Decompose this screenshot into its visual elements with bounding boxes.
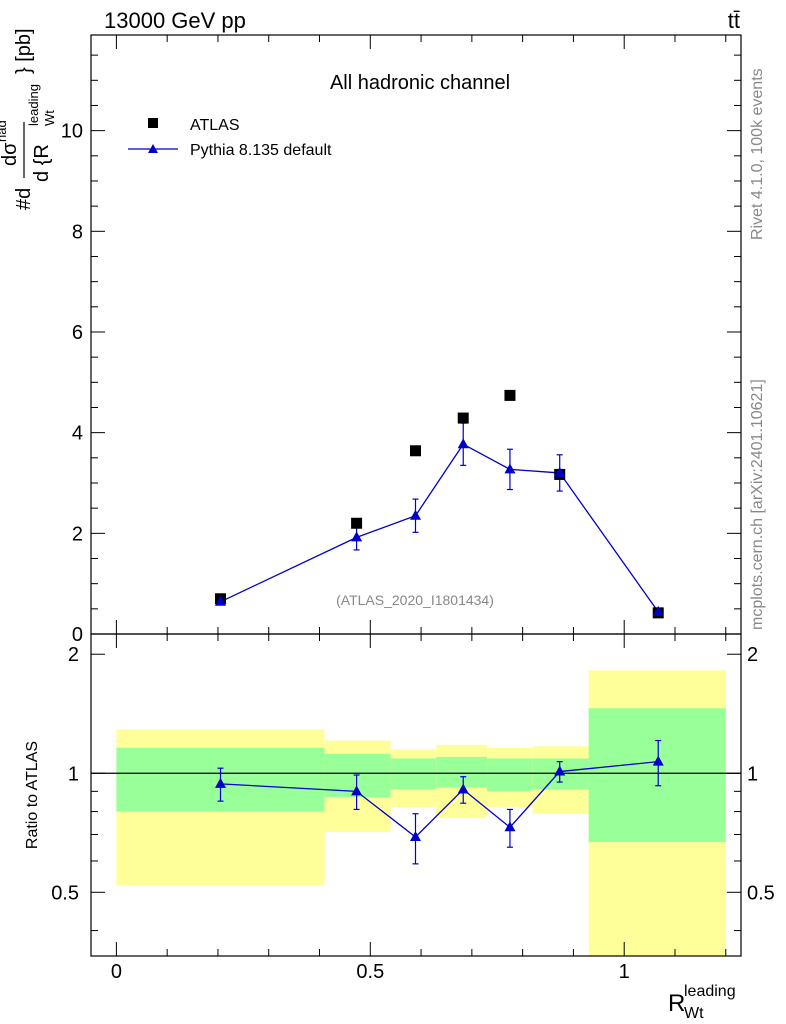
ratio-ytick-label-left: 2 [68,644,79,666]
pythia-point [214,595,226,606]
pythia-point [409,509,421,520]
main-ytick-label: 6 [72,322,83,344]
main-title: All hadronic channel [330,72,510,94]
rivet-version-text: Rivet 4.1.0, 100k events [749,68,766,240]
legend-pythia-label: Pythia 8.135 default [190,142,332,159]
atlas-point [409,445,421,457]
ratio-ytick-label-right: 1 [747,763,758,785]
xlabel-main: R [668,990,685,1017]
ratio-xtick-label: 0 [111,961,122,983]
atlas-point [504,389,516,401]
pythia-point [457,438,469,449]
ylabel-numerator: dσ [0,142,21,166]
ratio-ytick-label-left: 1 [68,763,79,785]
pythia-point [504,463,516,474]
ratio-pythia-point [214,777,226,788]
header-right: tt̄ [728,8,740,33]
main-ytick-label: 0 [72,624,83,646]
ratio-band-inner [390,758,437,790]
ratio-panel-frame [90,633,742,957]
ratio-ytick-label-right: 0.5 [747,882,775,904]
ylabel-denominator-sub: Wt [42,110,57,126]
main-ytick-label: 10 [61,121,83,143]
ylabel-denominator: d {R [31,144,53,182]
legend-atlas-label: ATLAS [190,117,240,134]
main-panel-frame [90,34,742,635]
main-ylabel: #d dσ had d {R leading Wt } [pb] [0,28,57,210]
main-ytick-label: 2 [72,523,83,545]
pythia-point [652,605,664,616]
ratio-xlabel: R leading Wt [668,983,736,1022]
ratio-band-inner [436,756,488,788]
ratio-pythia-point [554,765,566,776]
header-left: 13000 GeV pp [104,8,246,33]
ratio-band-inner [588,708,726,843]
ratio-pythia-point [652,755,664,766]
ylabel-denominator-sup: leading [26,84,41,126]
mcplots-citation-text: mcplots.cern.ch [arXiv:2401.10621] [749,379,766,630]
main-ytick-label: 8 [72,221,83,243]
xlabel-sub: Wt [684,1005,704,1022]
ratio-band-inner [487,758,533,792]
ratio-xtick-label: 0.5 [356,961,384,983]
legend-atlas-marker [148,118,158,128]
atlas-point [457,412,469,424]
ratio-pythia-point [351,785,363,796]
ratio-pythia-point [504,821,516,832]
pythia-line [220,443,659,613]
legend-pythia-marker [148,144,158,153]
ratio-pythia-point [409,830,421,841]
analysis-watermark: (ATLAS_2020_I1801434) [336,592,494,608]
ylabel-numerator-sup: had [0,120,9,142]
ratio-ylabel: Ratio to ATLAS [24,741,41,849]
main-ytick-label: 4 [72,423,83,445]
ylabel-prefix: #d [13,188,35,210]
ylabel-suffix: } [pb] [13,28,35,74]
xlabel-sup: leading [684,983,736,1000]
ratio-ytick-label-right: 2 [747,644,758,666]
ratio-ytick-label-left: 0.5 [51,882,79,904]
ratio-panel-area [116,670,726,956]
atlas-point [351,517,363,529]
pythia-point [351,531,363,542]
ratio-pythia-point [457,783,469,794]
ratio-xtick-label: 1 [619,961,630,983]
pythia-point [554,466,566,477]
